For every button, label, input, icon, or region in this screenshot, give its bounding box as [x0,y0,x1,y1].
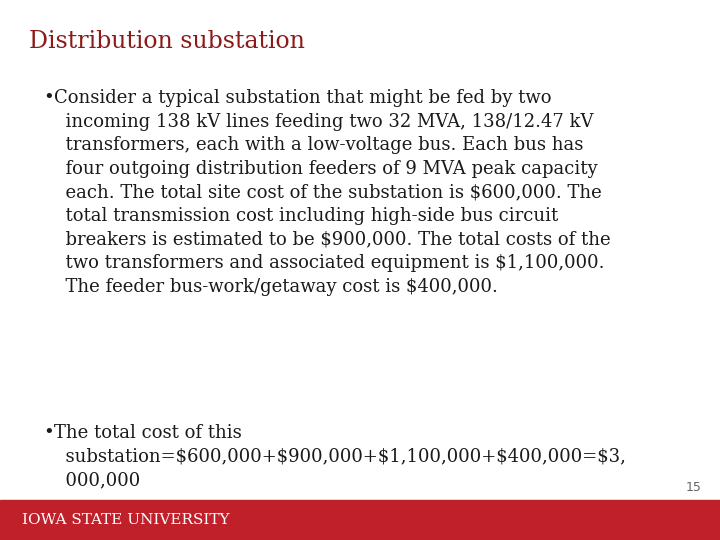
Text: Consider a typical substation that might be fed by two
  incoming 138 kV lines f: Consider a typical substation that might… [54,89,611,296]
Text: Distribution substation: Distribution substation [29,30,305,53]
Text: •: • [43,424,54,442]
Text: IOWA STATE UNIVERSITY: IOWA STATE UNIVERSITY [22,513,229,526]
Text: •: • [43,89,54,107]
Text: The total cost of this
  substation=$600,000+$900,000+$1,100,000+$400,000=$3,
  : The total cost of this substation=$600,0… [54,424,626,489]
Bar [0,500,720,540]
Text: 15: 15 [686,481,702,494]
